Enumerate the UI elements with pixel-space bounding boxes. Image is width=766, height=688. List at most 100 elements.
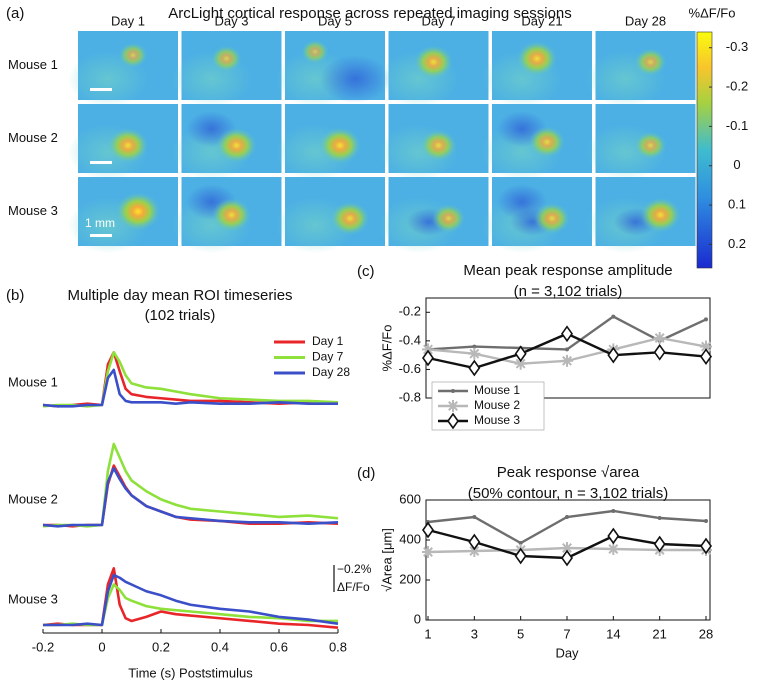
marker	[700, 537, 712, 555]
image-blob	[529, 126, 565, 158]
marker	[704, 317, 708, 322]
image-blob	[517, 41, 557, 76]
marker-stroke	[423, 547, 433, 557]
image-blob	[108, 128, 148, 163]
marker	[607, 543, 620, 555]
marker	[653, 343, 666, 361]
label: Peak response √area	[497, 464, 640, 481]
label: Day 3	[215, 13, 249, 28]
marker-stroke	[423, 344, 433, 355]
image-blob	[211, 45, 242, 72]
marker	[472, 344, 477, 349]
label: Mouse 1	[474, 383, 520, 397]
label: 0	[414, 611, 421, 626]
label: -0.4	[399, 332, 421, 347]
image-dark	[320, 55, 390, 103]
label: 400	[399, 531, 421, 546]
label: (a)	[6, 5, 24, 22]
timeseries-line	[42, 351, 339, 408]
timeseries-line	[42, 368, 338, 408]
marker-stroke	[469, 348, 480, 359]
label: (50% contour, n = 3,102 trials)	[468, 485, 669, 502]
timeseries-line	[42, 351, 339, 408]
marker-stroke	[562, 543, 572, 553]
marker-stroke	[654, 333, 665, 343]
image-blob	[118, 42, 148, 68]
label: Mouse 3	[8, 203, 58, 218]
label: 3	[471, 626, 478, 641]
image-blob	[534, 203, 570, 234]
label: 0.2	[152, 639, 170, 654]
marker	[565, 347, 569, 352]
marker	[611, 314, 616, 319]
timeseries-line	[42, 442, 339, 528]
marker-stroke	[701, 341, 711, 352]
marker	[653, 535, 666, 553]
label: (d)	[357, 465, 375, 482]
marker	[472, 515, 477, 519]
marker	[422, 546, 434, 558]
label: 0.4	[211, 639, 229, 654]
label: −0.2%	[337, 562, 372, 576]
image-blob	[432, 204, 465, 233]
marker	[607, 527, 620, 545]
marker	[607, 346, 620, 364]
label: Day 5	[318, 13, 352, 28]
marker	[468, 533, 481, 551]
marker	[514, 547, 527, 565]
label: (n = 3,102 trials)	[514, 283, 623, 300]
label: 0.2	[728, 236, 746, 251]
image-blob	[414, 45, 453, 79]
marker	[422, 521, 434, 539]
label: (b)	[6, 287, 24, 304]
label: 600	[399, 491, 421, 506]
label: -0.8	[399, 389, 421, 404]
marker	[468, 347, 481, 360]
image-blob	[634, 48, 667, 76]
label: ArcLight cortical response across repeat…	[168, 5, 572, 22]
label: Mean peak response amplitude	[463, 262, 672, 279]
marker	[700, 348, 712, 365]
image-blob	[640, 197, 681, 233]
label: 0.6	[270, 639, 288, 654]
axes-box	[425, 499, 711, 621]
label: 0.8	[329, 639, 347, 654]
marker-stroke	[448, 401, 458, 411]
label: 1	[424, 626, 431, 641]
marker	[451, 389, 455, 393]
label: Day 7	[422, 13, 456, 28]
marker	[447, 412, 459, 430]
label: 5	[517, 626, 524, 641]
image-blob	[634, 131, 667, 159]
label: (102 trials)	[145, 307, 216, 324]
label: -0.6	[399, 361, 421, 376]
label: Day 28	[625, 13, 666, 28]
label: Mouse 1	[8, 57, 58, 72]
image-blob	[216, 128, 257, 163]
marker	[561, 549, 573, 567]
scale-bar	[90, 234, 112, 237]
label: -0.2	[32, 639, 54, 654]
label: %ΔF/Fo	[379, 325, 394, 372]
label: (c)	[357, 263, 375, 280]
label: Time (s) Poststimulus	[128, 665, 253, 680]
label: Mouse 2	[474, 398, 520, 412]
label: Day	[555, 645, 579, 660]
colorbar	[696, 31, 713, 269]
label: √Area [μm]	[379, 528, 394, 592]
marker	[657, 516, 662, 520]
marker	[565, 515, 569, 519]
marker	[561, 325, 573, 343]
label: 28	[699, 626, 713, 641]
label: Mouse 1	[8, 374, 58, 389]
label: Mouse 2	[8, 491, 58, 506]
image-blob	[212, 198, 251, 232]
label: 0	[98, 639, 105, 654]
label: 200	[399, 571, 421, 586]
timeseries-line	[42, 467, 339, 528]
timeseries-line	[43, 573, 339, 627]
marker	[514, 345, 527, 363]
scale-bar	[90, 88, 112, 91]
label: 14	[606, 626, 620, 641]
